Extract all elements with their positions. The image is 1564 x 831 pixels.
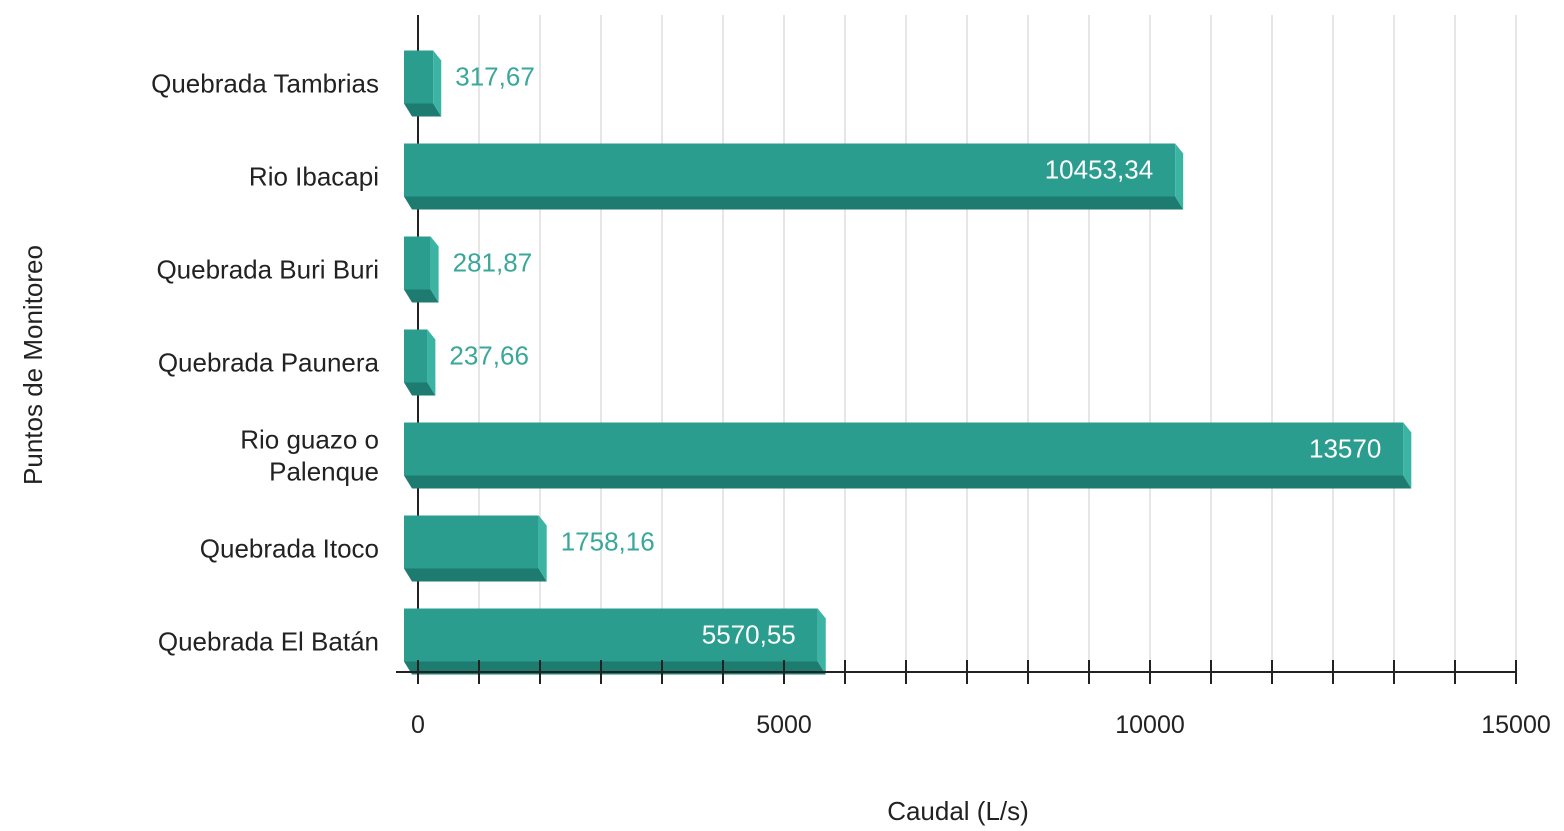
data-label: 317,67 [455, 62, 535, 92]
bar [404, 143, 1176, 197]
bar-bottom-face [404, 568, 547, 582]
bar-bottom-face [404, 289, 439, 303]
x-axis: 0 5000 10000 15000 [396, 660, 1551, 739]
bar [404, 515, 539, 569]
bar-end-face [1175, 143, 1184, 210]
category-labels: Quebrada Tambrias Rio Ibacapi Quebrada Bur… [151, 69, 379, 657]
x-tick-label: 0 [411, 711, 425, 739]
bar-bottom-face [404, 196, 1184, 210]
bars-group: 317,67 10453,34 281,87 237,66 13570 1758,16 55… [404, 50, 1412, 675]
bar-end-face [427, 329, 436, 396]
bar [404, 236, 431, 290]
bar [404, 50, 434, 104]
bar [404, 608, 818, 662]
bar [404, 422, 1404, 476]
category-label: Rio Ibacapi [249, 162, 379, 192]
grid-lines [417, 15, 1517, 672]
data-label: 1758,16 [561, 527, 655, 557]
category-label: Quebrada Buri Buri [156, 255, 379, 285]
data-label: 13570 [1309, 434, 1381, 464]
bar [404, 329, 428, 383]
bar-end-face [1403, 422, 1412, 489]
category-label: Quebrada Tambrias [151, 69, 379, 99]
data-label: 10453,34 [1045, 155, 1153, 185]
data-label: 281,87 [453, 248, 533, 278]
bar-end-face [430, 236, 439, 303]
category-label: Quebrada El Batán [158, 627, 379, 657]
category-label: Quebrada Itoco [200, 534, 379, 564]
bar-bottom-face [404, 382, 436, 396]
category-label: Rio guazo o Palenque [240, 425, 379, 487]
x-tick-label: 15000 [1481, 711, 1551, 739]
y-axis-title: Puntos de Monitoreo [18, 245, 48, 485]
x-tick-label: 10000 [1115, 711, 1185, 739]
x-tick-label: 5000 [756, 711, 812, 739]
x-axis-title: Caudal (L/s) [887, 796, 1029, 826]
data-label: 5570,55 [702, 620, 796, 650]
bar-end-face [538, 515, 547, 582]
bar-end-face [433, 50, 442, 117]
bar-bottom-face [404, 475, 1412, 489]
category-label: Quebrada Paunera [158, 348, 380, 378]
bar-end-face [817, 608, 826, 675]
bar-bottom-face [404, 103, 442, 117]
data-label: 237,66 [449, 341, 529, 371]
